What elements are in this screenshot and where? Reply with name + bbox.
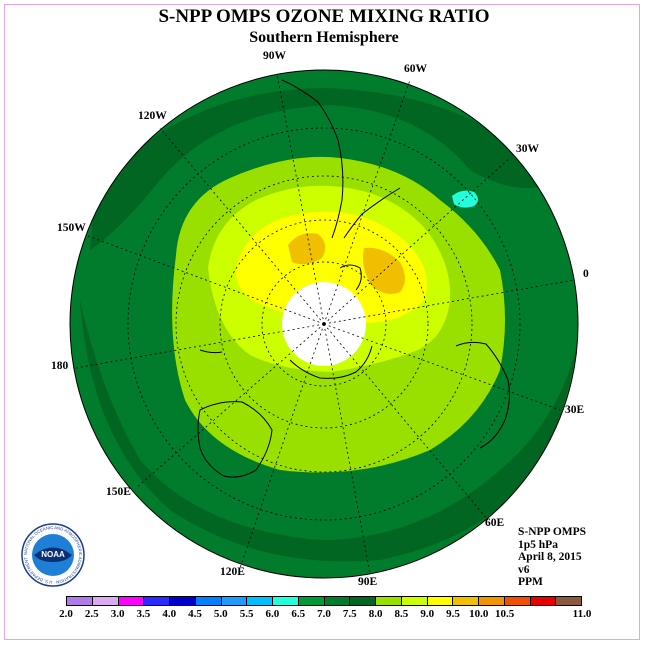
colorbar-segment [530, 597, 557, 605]
map-border [69, 69, 579, 579]
longitude-label-150w: 150W [57, 222, 86, 234]
latitude-circle [175, 175, 473, 473]
colorbar-segment [298, 597, 325, 605]
coastline-antarctica [289, 345, 373, 379]
coastlines [197, 79, 510, 478]
longitude-label-90w: 90W [263, 50, 286, 62]
longitude-label-120e: 120E [220, 566, 245, 578]
latitude-circle [219, 219, 429, 429]
colorbar-tick-label: 2.0 [59, 608, 73, 620]
longitude-label-180: 180 [51, 360, 69, 372]
longitude-label-90e: 90E [358, 576, 378, 588]
longitude-label-0: 0 [583, 268, 589, 280]
latitude-circle [261, 261, 387, 387]
colorbar-tick-label: 4.5 [188, 608, 202, 620]
graticule [75, 73, 575, 575]
colorbar-segment [479, 597, 505, 605]
colorbar-tick-label: 6.0 [265, 608, 280, 620]
colorbar-segment [247, 597, 273, 605]
colorbar-segment [427, 597, 454, 605]
colorbar-segment [118, 597, 145, 605]
logo-noaa-text: NOAA [41, 550, 65, 559]
colorbar-tick-label: 3.5 [136, 608, 151, 620]
colorbar-segment [144, 597, 170, 605]
longitude-label-60w: 60W [404, 63, 427, 75]
colorbar-tick-label: 2.5 [84, 608, 99, 620]
coastline-south-america-east [343, 187, 401, 239]
colorbar-tick-label: 11.0 [572, 608, 592, 620]
logo-bird-shape [34, 547, 72, 562]
figure-frame [4, 4, 640, 640]
meridian-30e [323, 323, 561, 411]
colorbar-segment [273, 597, 299, 605]
contour-9.0-maximum-west [288, 233, 326, 265]
contour-dark-band-top [90, 88, 560, 250]
contour-8.5-9.0 [235, 211, 427, 324]
meridian-90e [323, 323, 371, 575]
coastline-australia [197, 401, 273, 478]
colorbar-tick-label: 10.5 [494, 608, 515, 620]
meridian-30w [323, 157, 511, 325]
colorbar-tick-label: 8.5 [394, 608, 409, 620]
longitude-label-150e: 150E [106, 486, 131, 498]
meridian-90w [276, 73, 325, 325]
noaa-logo-graphic: NATIONAL OCEANIC AND ATMOSPHERIC ADMINIS… [18, 518, 85, 587]
colorbar-tick-label: 6.5 [291, 608, 306, 620]
colorbar-segment [67, 597, 93, 605]
info-block: S-NPP OMPS 1p5 hPa April 8, 2015 v6 PPM [518, 526, 586, 589]
info-instrument: S-NPP OMPS [518, 526, 587, 538]
south-pole-dot [322, 322, 326, 326]
meridian-60w [323, 79, 411, 325]
colorbar-segment [92, 597, 119, 605]
noaa-logo: NATIONAL OCEANIC AND ATMOSPHERIC ADMINIS… [18, 518, 86, 593]
coastline-antarctic-peninsula [339, 264, 362, 291]
colorbar-segment [376, 597, 402, 605]
meridian-180 [75, 323, 325, 369]
meridian-150w [87, 235, 325, 325]
colorbar-tick-label: 5.5 [239, 608, 254, 620]
map-subtitle: Southern Hemisphere [249, 29, 399, 46]
colorbar-tick-label: 4.0 [162, 608, 177, 620]
colorbar-tick-label: 7.5 [342, 608, 357, 620]
colorbar-segment [221, 597, 248, 605]
longitude-label-120w: 120W [138, 110, 167, 122]
info-units: PPM [518, 576, 543, 588]
meridian-120e [239, 323, 325, 569]
coastline-south-america-west [281, 79, 344, 239]
colorbar-segment [170, 597, 196, 605]
colorbar-tick-label: 5.0 [213, 608, 228, 620]
colorbar-tick-label: 9.5 [446, 608, 460, 620]
colorbar-segment [504, 597, 531, 605]
longitude-label-30e: 30E [565, 404, 585, 416]
info-version: v6 [518, 563, 530, 576]
colorbar [66, 596, 582, 606]
longitude-label-30w: 30W [516, 143, 539, 155]
colorbar-tick-label: 8.0 [368, 608, 383, 620]
colorbar-segment [350, 597, 376, 605]
colorbar-tick-label: 9.0 [420, 608, 435, 620]
map-title: S-NPP OMPS OZONE MIXING RATIO [158, 6, 490, 27]
colorbar-segment [453, 597, 479, 605]
coastline-africa [455, 341, 510, 449]
colorbar-tick-label: 10.0 [469, 608, 489, 620]
longitude-label-60e: 60E [485, 517, 505, 529]
latitude-circle [127, 127, 521, 521]
colorbar-segment [324, 597, 351, 605]
colorbar-segment [556, 597, 581, 605]
meridian-0 [323, 279, 575, 325]
info-level: 1p5 hPa [518, 538, 558, 551]
coastline-ross-ice-shelf [199, 349, 223, 354]
colorbar-segment [401, 597, 428, 605]
colorbar-tick-label: 7.0 [317, 608, 331, 620]
colorbar-tick-label: 3.0 [110, 608, 125, 620]
info-date: April 8, 2015 [518, 551, 582, 563]
colorbar-segment [195, 597, 222, 605]
meridian-150e [135, 323, 325, 489]
